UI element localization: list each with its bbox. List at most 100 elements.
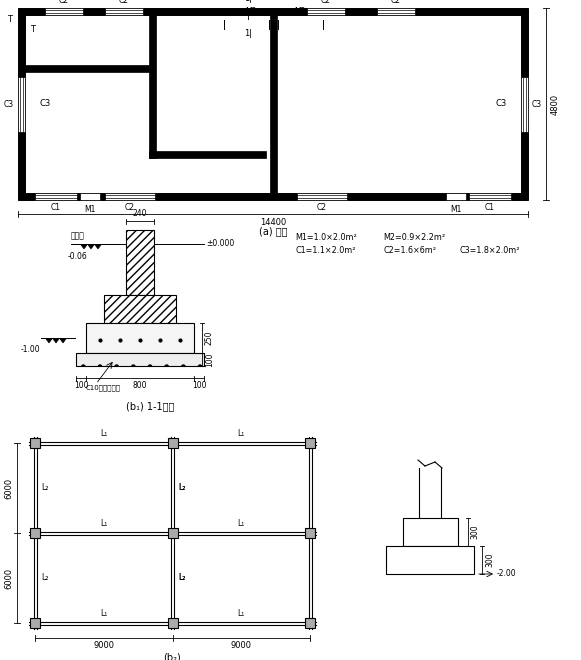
Bar — [307, 8, 345, 15]
Text: C3: C3 — [496, 100, 507, 108]
Text: C3=1.8×2.0m²: C3=1.8×2.0m² — [460, 246, 521, 255]
Polygon shape — [88, 245, 94, 249]
Text: 6000: 6000 — [4, 477, 13, 498]
Bar — [30, 618, 40, 628]
Bar — [30, 528, 40, 538]
Bar — [403, 518, 457, 546]
Text: L₂: L₂ — [178, 484, 186, 492]
Bar — [104, 295, 176, 323]
Bar — [469, 193, 511, 200]
Text: T: T — [8, 15, 13, 24]
Text: C3: C3 — [4, 100, 14, 109]
Text: L₂: L₂ — [178, 574, 186, 583]
Text: 14400: 14400 — [260, 218, 286, 227]
Bar — [25, 65, 149, 72]
Text: M2: M2 — [295, 7, 306, 16]
Bar — [18, 77, 25, 132]
Bar — [18, 8, 528, 200]
Text: -2.00: -2.00 — [497, 570, 517, 579]
Polygon shape — [53, 339, 59, 343]
Bar — [167, 438, 178, 448]
Text: (b₁) 1-1断面: (b₁) 1-1断面 — [126, 401, 174, 411]
Text: L₁: L₁ — [238, 519, 245, 528]
Text: M1: M1 — [84, 205, 96, 214]
Bar — [296, 193, 346, 200]
Bar — [376, 8, 414, 15]
Text: ±0.000: ±0.000 — [206, 240, 234, 249]
Polygon shape — [81, 245, 87, 249]
Bar — [270, 15, 277, 193]
Text: C2=1.6×6m²: C2=1.6×6m² — [383, 246, 436, 255]
Text: L₂: L₂ — [41, 574, 48, 583]
Bar — [167, 618, 178, 628]
Text: C3: C3 — [532, 100, 542, 109]
Bar — [149, 15, 156, 158]
Bar — [126, 230, 154, 295]
Text: C2: C2 — [59, 0, 69, 5]
Text: M2=0.9×2.2m²: M2=0.9×2.2m² — [383, 233, 445, 242]
Text: 1|: 1| — [244, 28, 252, 38]
Text: C2: C2 — [390, 0, 400, 5]
Text: C1: C1 — [485, 203, 495, 212]
Polygon shape — [46, 339, 52, 343]
Text: 240: 240 — [132, 209, 147, 218]
Text: 100: 100 — [192, 381, 206, 390]
Bar — [80, 193, 100, 200]
Text: L₁: L₁ — [238, 429, 245, 438]
Text: C3: C3 — [40, 100, 51, 108]
Text: C2: C2 — [119, 0, 129, 5]
Text: T: T — [30, 26, 35, 34]
Polygon shape — [60, 339, 66, 343]
Text: C2: C2 — [125, 203, 135, 212]
Bar — [446, 193, 466, 200]
Text: 6000: 6000 — [4, 568, 13, 589]
Text: -1.00: -1.00 — [20, 345, 40, 354]
Text: L₁: L₁ — [100, 519, 107, 528]
Text: (a) 平面: (a) 平面 — [259, 226, 287, 236]
Text: C1=1.1×2.0m²: C1=1.1×2.0m² — [295, 246, 356, 255]
Bar — [86, 323, 194, 353]
Text: 9000: 9000 — [231, 641, 252, 650]
Text: 250: 250 — [205, 331, 214, 345]
Text: M1: M1 — [450, 205, 462, 214]
Bar — [305, 438, 315, 448]
Bar — [278, 20, 322, 29]
Bar — [35, 193, 77, 200]
Bar — [149, 151, 266, 158]
Bar — [224, 20, 268, 29]
Bar — [25, 15, 521, 193]
Text: (b₂): (b₂) — [164, 653, 181, 660]
Bar — [386, 546, 474, 574]
Bar — [305, 618, 315, 628]
Text: L₂: L₂ — [41, 484, 48, 492]
Text: 100: 100 — [205, 352, 214, 367]
Text: 1|: 1| — [244, 0, 252, 3]
Text: C2: C2 — [321, 0, 331, 5]
Text: 防潯层: 防潯层 — [71, 231, 85, 240]
Bar — [45, 8, 83, 15]
Bar — [76, 353, 204, 366]
Bar — [105, 193, 155, 200]
Bar — [167, 528, 178, 538]
Text: 100: 100 — [74, 381, 88, 390]
Text: L₁: L₁ — [100, 609, 107, 618]
Text: C1: C1 — [51, 203, 61, 212]
Text: M2: M2 — [245, 7, 257, 16]
Text: 800: 800 — [132, 381, 147, 390]
Text: 4800: 4800 — [551, 94, 560, 115]
Bar — [305, 528, 315, 538]
Text: L₁: L₁ — [238, 609, 245, 618]
Text: C2: C2 — [317, 203, 327, 212]
Text: -0.06: -0.06 — [68, 252, 88, 261]
Polygon shape — [95, 245, 101, 249]
Bar — [105, 8, 143, 15]
Text: C10混凝土垃层: C10混凝土垃层 — [86, 384, 121, 391]
Bar — [30, 438, 40, 448]
Bar — [521, 77, 528, 132]
Text: 300: 300 — [485, 552, 494, 568]
Text: L₁: L₁ — [100, 429, 107, 438]
Text: L₂: L₂ — [178, 484, 186, 492]
Text: 9000: 9000 — [93, 641, 114, 650]
Text: 300: 300 — [471, 525, 479, 539]
Text: L₂: L₂ — [178, 574, 186, 583]
